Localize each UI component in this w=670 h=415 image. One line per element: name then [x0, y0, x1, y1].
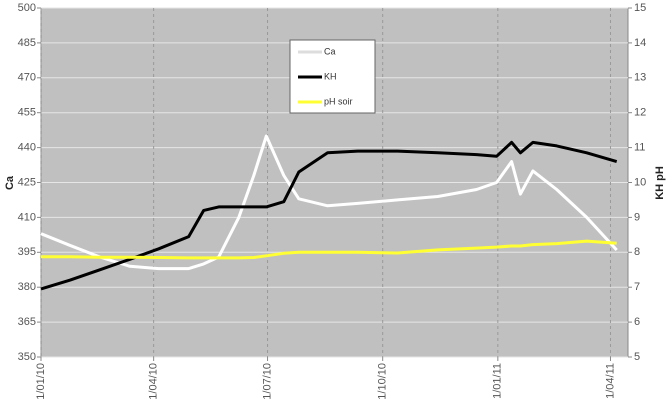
y-tick-label: 365 [18, 316, 36, 328]
y2-tick-label: 13 [634, 72, 646, 84]
y2-tick-label: 5 [634, 351, 640, 363]
legend-label: KH [324, 71, 337, 81]
y2-tick-label: 9 [634, 211, 640, 223]
y-tick-label: 440 [18, 142, 36, 154]
y-tick-label: 455 [18, 107, 36, 119]
y-tick-label: 410 [18, 211, 36, 223]
legend: Ca KH pH soir [289, 39, 376, 114]
y-tick-label: 470 [18, 72, 36, 84]
series-line [41, 239, 617, 260]
y2-axis-title: KH pH [654, 166, 666, 200]
y2-tick-label: 6 [634, 316, 640, 328]
y2-tick-label: 12 [634, 107, 646, 119]
x-tick-label: 1/04/10 [148, 363, 160, 400]
y-tick-label: 350 [18, 351, 36, 363]
y2-tick-label: 15 [634, 2, 646, 14]
series-line [40, 134, 618, 271]
y2-tick-label: 8 [634, 246, 640, 258]
y-tick-label: 485 [18, 37, 36, 49]
series-line [40, 140, 618, 291]
y2-tick-label: 11 [634, 142, 645, 154]
y2-tick-label: 7 [634, 281, 640, 293]
x-tick-label: 1/07/10 [261, 363, 273, 400]
y-tick-label: 500 [18, 2, 36, 14]
x-tick-label: 1/01/11 [492, 363, 504, 399]
x-tick-label: 1/10/10 [377, 363, 389, 400]
y2-tick-label: 14 [634, 37, 646, 49]
x-tick-label: 1/01/10 [35, 363, 47, 400]
y-tick-label: 425 [18, 176, 36, 188]
y-tick-label: 380 [18, 281, 36, 293]
legend-label: Ca [324, 46, 336, 56]
y-axis-title: Ca [4, 175, 16, 190]
x-tick-label: 1/04/11 [604, 363, 616, 399]
y-tick-label: 395 [18, 246, 36, 258]
legend-label: pH soir [324, 96, 353, 106]
y2-tick-label: 10 [634, 176, 646, 188]
